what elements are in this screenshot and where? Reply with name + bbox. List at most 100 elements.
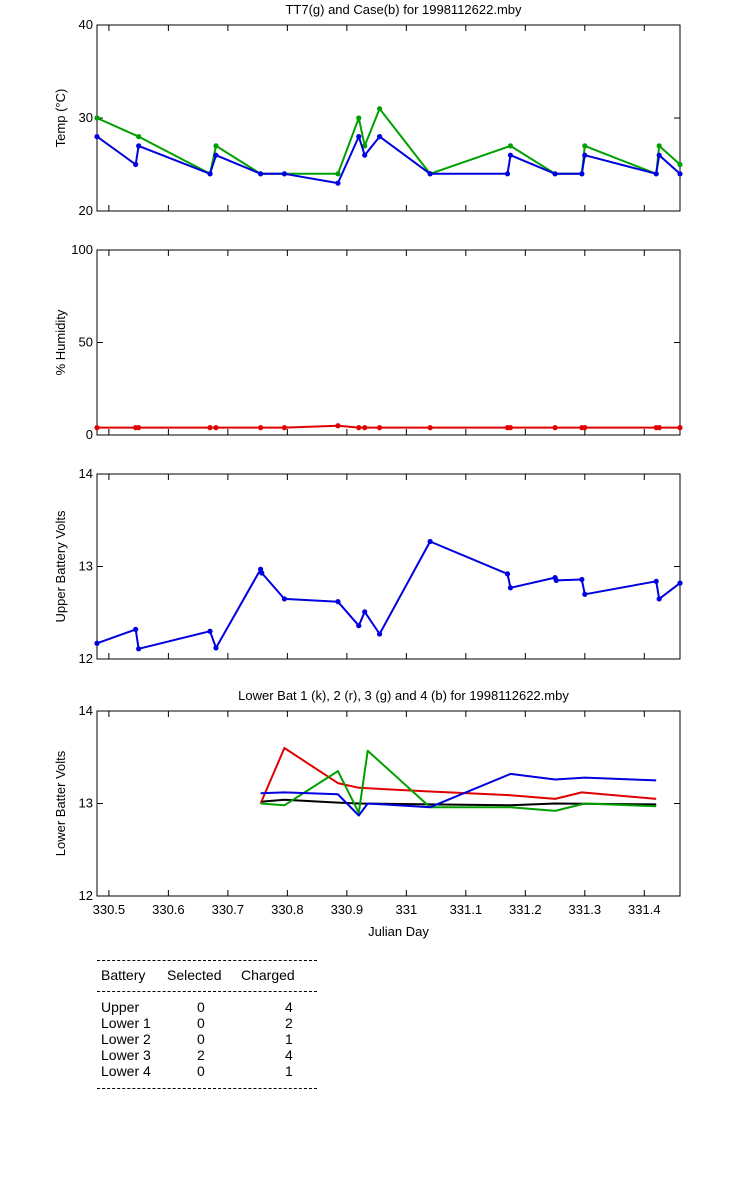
data-point xyxy=(362,143,368,149)
data-point xyxy=(356,134,362,140)
y-tick-label: 14 xyxy=(79,466,93,481)
data-point xyxy=(257,171,264,177)
x-tick-label: 331.3 xyxy=(569,902,602,917)
data-point xyxy=(136,134,142,140)
table-divider xyxy=(97,960,317,961)
series-line-humidity xyxy=(97,424,680,429)
cell-charged: 4 xyxy=(285,1047,293,1063)
data-point xyxy=(207,171,213,177)
plot-frame xyxy=(96,24,681,212)
table-row: Lower 3 2 4 xyxy=(97,1047,317,1063)
table-divider xyxy=(97,991,317,992)
x-tick-label: 331.1 xyxy=(450,902,483,917)
cell-battery: Lower 4 xyxy=(101,1063,151,1079)
data-point xyxy=(94,134,100,140)
data-point xyxy=(335,171,341,177)
data-point xyxy=(427,425,433,431)
data-point xyxy=(504,571,511,577)
cell-battery: Upper xyxy=(101,999,140,1015)
cell-battery: Lower 1 xyxy=(101,1015,151,1031)
data-point xyxy=(281,171,287,177)
data-point xyxy=(376,425,383,431)
data-point xyxy=(582,425,588,431)
series-line-tt7 xyxy=(96,107,681,175)
data-point xyxy=(677,425,683,431)
data-point xyxy=(257,425,264,431)
data-point xyxy=(213,425,219,431)
data-point xyxy=(582,591,588,597)
data-point xyxy=(582,143,588,149)
data-point xyxy=(362,425,368,431)
cell-battery: Lower 2 xyxy=(101,1031,151,1047)
x-tick-label: 330.9 xyxy=(331,902,364,917)
cell-charged: 2 xyxy=(285,1015,293,1031)
data-point xyxy=(133,626,139,633)
data-point xyxy=(335,423,341,429)
cell-selected: 0 xyxy=(197,1015,205,1031)
data-point xyxy=(213,645,219,651)
data-point xyxy=(281,425,287,431)
y-tick-label: 100 xyxy=(71,242,93,257)
series-line-lower-2 xyxy=(259,747,657,804)
data-point xyxy=(356,425,362,431)
table-row: Lower 1 0 2 xyxy=(97,1015,317,1031)
data-point xyxy=(362,152,368,158)
data-point xyxy=(356,115,362,121)
y-tick-label: 14 xyxy=(79,703,93,718)
data-point xyxy=(656,596,662,602)
y-tick-label: 40 xyxy=(79,17,93,32)
data-point xyxy=(553,577,559,583)
y-tick-label: 50 xyxy=(79,335,93,350)
series-line-lower-3 xyxy=(260,749,657,814)
data-point xyxy=(552,425,558,431)
x-tick-label: 330.7 xyxy=(212,902,245,917)
data-point xyxy=(579,576,585,583)
y-axis-label: Upper Battery Volts xyxy=(53,510,68,622)
data-point xyxy=(94,115,100,121)
cell-charged: 4 xyxy=(285,999,293,1015)
data-point xyxy=(507,152,514,158)
x-tick-label: 331.4 xyxy=(628,902,661,917)
data-point xyxy=(136,425,142,431)
y-tick-label: 20 xyxy=(79,203,93,218)
data-point xyxy=(582,152,588,158)
x-tick-label: 330.8 xyxy=(271,902,304,917)
data-point xyxy=(356,623,362,629)
table-row: Lower 2 0 1 xyxy=(97,1031,317,1047)
x-axis-label: Julian Day xyxy=(368,924,429,939)
y-axis-label: % Humidity xyxy=(53,309,68,375)
y-tick-label: 12 xyxy=(79,888,93,903)
data-point xyxy=(427,171,433,177)
chart-title: TT7(g) and Case(b) for 1998112622.mby xyxy=(285,2,522,17)
series-line-lower-4 xyxy=(260,772,657,817)
y-tick-label: 30 xyxy=(79,110,93,125)
table-header-row: Battery Selected Charged xyxy=(97,967,317,983)
y-tick-label: 13 xyxy=(79,796,93,811)
data-point xyxy=(656,143,662,149)
y-tick-label: 13 xyxy=(79,559,93,574)
table-row: Lower 4 0 1 xyxy=(97,1063,317,1079)
data-point xyxy=(136,143,142,149)
data-point xyxy=(362,609,368,615)
data-point xyxy=(656,152,662,158)
battery-status-table: Battery Selected Charged Upper 0 4 Lower… xyxy=(97,960,317,1089)
data-point xyxy=(281,596,287,602)
plot-frame xyxy=(96,473,681,660)
x-tick-label: 331.2 xyxy=(509,902,542,917)
x-tick-label: 330.5 xyxy=(93,902,126,917)
data-point xyxy=(653,578,659,584)
series-line-case xyxy=(96,135,681,185)
header-battery: Battery xyxy=(101,967,146,983)
data-point xyxy=(677,161,683,168)
data-point xyxy=(677,580,683,586)
y-tick-label: 0 xyxy=(86,427,93,442)
data-point xyxy=(427,538,433,545)
cell-charged: 1 xyxy=(285,1063,293,1079)
table-divider xyxy=(97,1088,317,1089)
cell-selected: 0 xyxy=(197,1031,205,1047)
series-line-upper xyxy=(96,540,681,650)
data-point xyxy=(376,106,383,112)
data-point xyxy=(213,152,219,158)
data-point xyxy=(207,628,213,634)
cell-battery: Lower 3 xyxy=(101,1047,151,1063)
